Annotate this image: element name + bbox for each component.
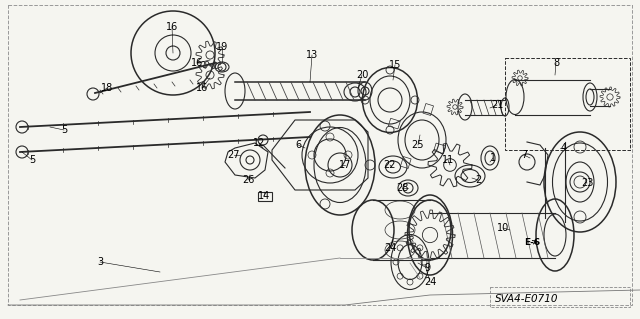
Text: 5: 5 [29, 155, 35, 165]
Text: 20: 20 [356, 70, 368, 80]
Text: 24: 24 [384, 243, 396, 253]
Bar [258, 192, 272, 201]
Text: 11: 11 [442, 155, 454, 165]
Text: 12: 12 [253, 138, 265, 148]
Bar [434, 143, 445, 154]
Text: 19: 19 [216, 42, 228, 52]
Text: 28: 28 [396, 183, 408, 193]
Text: 22: 22 [384, 160, 396, 170]
Text: E-6: E-6 [524, 238, 540, 247]
Text: 14: 14 [258, 191, 270, 201]
Text: 8: 8 [553, 58, 559, 68]
Text: 26: 26 [242, 175, 254, 185]
Text: 25: 25 [412, 140, 424, 150]
Text: SVA4-E0710: SVA4-E0710 [495, 294, 559, 304]
Text: 18: 18 [101, 83, 113, 93]
Bar [490, 287, 630, 307]
Text: 13: 13 [306, 50, 318, 60]
Text: 15: 15 [389, 60, 401, 70]
Text: 23: 23 [581, 178, 593, 188]
Text: 3: 3 [97, 257, 103, 267]
Text: 16: 16 [191, 58, 203, 68]
Text: 27: 27 [228, 150, 240, 160]
Bar [388, 118, 400, 129]
Text: 9: 9 [424, 263, 430, 273]
Bar [401, 157, 411, 168]
Text: 6: 6 [295, 140, 301, 150]
Text: 2: 2 [475, 175, 481, 185]
Bar [505, 58, 630, 150]
Text: 16: 16 [196, 83, 208, 93]
Text: 1: 1 [490, 153, 496, 163]
Text: 21: 21 [491, 100, 503, 110]
Text: 10: 10 [497, 223, 509, 233]
Text: 17: 17 [339, 160, 351, 170]
Bar [423, 104, 433, 115]
Text: 16: 16 [166, 22, 178, 32]
Text: 5: 5 [61, 125, 67, 135]
Text: 24: 24 [424, 277, 436, 287]
Text: 4: 4 [561, 143, 567, 153]
Text: 7: 7 [521, 150, 527, 160]
